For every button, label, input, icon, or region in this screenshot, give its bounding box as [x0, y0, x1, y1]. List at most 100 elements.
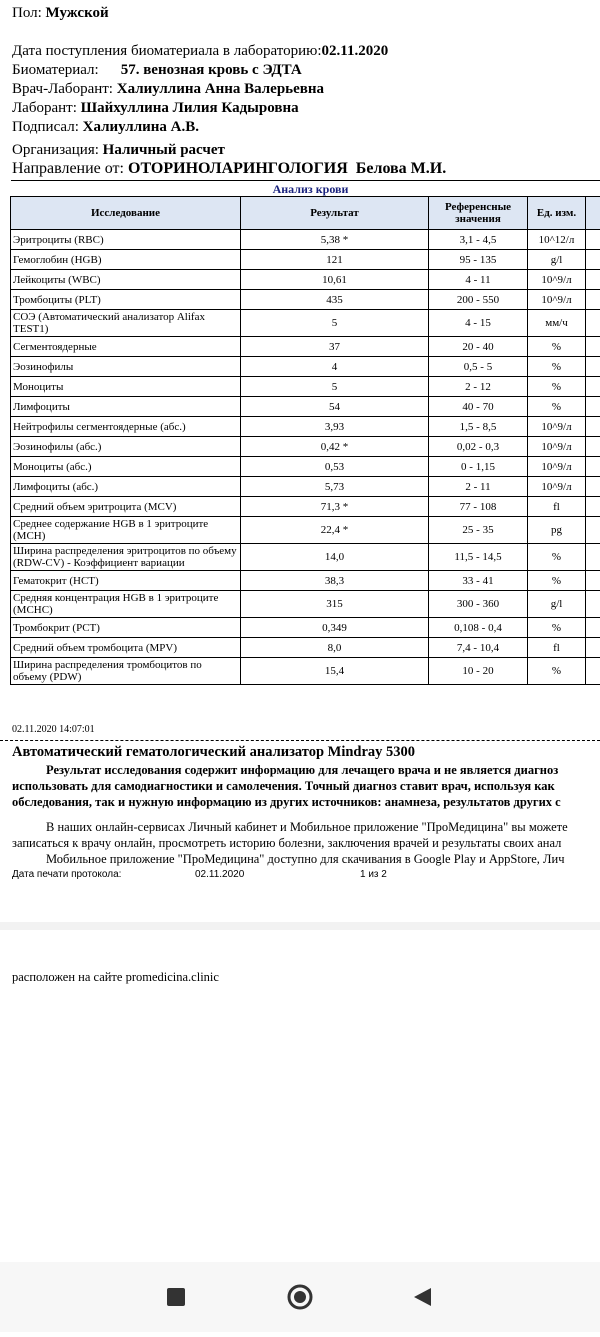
test-name: Средний объем эритроцита (MCV)	[11, 497, 241, 517]
result: 315	[241, 591, 429, 618]
empty-cell	[586, 638, 600, 658]
empty-cell	[586, 250, 600, 270]
empty-cell	[586, 477, 600, 497]
label: Организация:	[12, 142, 99, 158]
unit: %	[528, 544, 586, 571]
test-name: Эозинофилы	[11, 357, 241, 377]
info-line: В наших онлайн-сервисах Личный кабинет и…	[12, 819, 568, 835]
test-name: Сегментоядерные	[11, 337, 241, 357]
empty-cell	[586, 290, 600, 310]
reference: 7,4 - 10,4	[429, 638, 528, 658]
empty-cell	[586, 397, 600, 417]
home-dot	[294, 1291, 306, 1303]
test-name: Ширина распределения эритроцитов по объе…	[11, 544, 241, 571]
value: Халиуллина А.В.	[83, 119, 199, 135]
empty-cell	[586, 497, 600, 517]
result: 37	[241, 337, 429, 357]
unit: fl	[528, 638, 586, 658]
value: 57. венозная кровь с ЭДТА	[121, 62, 302, 78]
result: 71,3 *	[241, 497, 429, 517]
test-name: Лимфоциты	[11, 397, 241, 417]
result-row: СОЭ (Автоматический анализатор Alifax TE…	[11, 310, 600, 337]
result: 0,53	[241, 457, 429, 477]
label: Биоматериал:	[12, 62, 99, 78]
test-name: Гематокрит (HCT)	[11, 571, 241, 591]
unit: %	[528, 658, 586, 685]
nav-icons	[0, 1262, 600, 1332]
value: 02.11.2020	[322, 43, 389, 59]
result-row: Среднее содержание HGB в 1 эритроците (M…	[11, 517, 600, 544]
unit: 10^12/л	[528, 230, 586, 250]
back-button[interactable]	[414, 1288, 431, 1306]
analyzer-heading: Автоматический гематологический анализат…	[12, 743, 415, 761]
empty-cell	[586, 417, 600, 437]
test-name: Лейкоциты (WBC)	[11, 270, 241, 290]
column-header: Референсные значения	[429, 197, 528, 230]
empty-cell	[586, 658, 600, 685]
sex-row: Пол: Мужской	[12, 4, 109, 22]
test-name: Нейтрофилы сегментоядерные (абс.)	[11, 417, 241, 437]
result: 4	[241, 357, 429, 377]
reference: 300 - 360	[429, 591, 528, 618]
info-line: записаться к врачу онлайн, просмотреть и…	[12, 835, 561, 851]
result: 3,93	[241, 417, 429, 437]
table-title: Анализ крови	[11, 181, 600, 197]
lab-row: Лаборант: Шайхуллина Лилия Кадыровна	[12, 99, 299, 117]
unit: 10^9/л	[528, 457, 586, 477]
test-name: Средний объем тромбоцита (MPV)	[11, 638, 241, 658]
result: 121	[241, 250, 429, 270]
print-date: 02.11.2020	[195, 869, 244, 880]
test-name: Ширина распределения тромбоцитов по объе…	[11, 658, 241, 685]
empty-cell	[586, 270, 600, 290]
reference: 95 - 135	[429, 250, 528, 270]
value: Мужской	[46, 5, 109, 21]
test-name: Эритроциты (RBC)	[11, 230, 241, 250]
unit: %	[528, 337, 586, 357]
recents-button[interactable]	[167, 1288, 185, 1306]
reference: 4 - 15	[429, 310, 528, 337]
timestamp: 02.11.2020 14:07:01	[12, 724, 95, 735]
result: 5	[241, 377, 429, 397]
org-row: Организация: Наличный расчет	[12, 141, 225, 159]
empty-cell	[586, 457, 600, 477]
referral-row: Направление от: ОТОРИНОЛАРИНГОЛОГИЯ Бело…	[12, 160, 446, 178]
result: 0,349	[241, 618, 429, 638]
label: Направление от:	[12, 160, 124, 177]
reference: 200 - 550	[429, 290, 528, 310]
unit: мм/ч	[528, 310, 586, 337]
column-header: Ед. изм.	[528, 197, 586, 230]
empty-cell	[586, 377, 600, 397]
reference: 40 - 70	[429, 397, 528, 417]
label: Лаборант:	[12, 100, 77, 116]
test-name: Лимфоциты (абс.)	[11, 477, 241, 497]
unit: 10^9/л	[528, 270, 586, 290]
unit: g/l	[528, 591, 586, 618]
info-line: Мобильное приложение "ПроМедицина" досту…	[12, 851, 565, 867]
reference: 10 - 20	[429, 658, 528, 685]
label: Врач-Лаборант:	[12, 81, 113, 97]
test-name: Эозинофилы (абс.)	[11, 437, 241, 457]
empty-cell	[586, 230, 600, 250]
test-name: Гемоглобин (HGB)	[11, 250, 241, 270]
unit: pg	[528, 517, 586, 544]
label: Пол:	[12, 5, 42, 21]
unit: g/l	[528, 250, 586, 270]
empty-cell	[586, 544, 600, 571]
empty-cell	[586, 591, 600, 618]
result-row: Средний объем эритроцита (MCV)71,3 *77 -…	[11, 497, 600, 517]
value: ОТОРИНОЛАРИНГОЛОГИЯ Белова М.И.	[128, 160, 446, 177]
reference: 0,02 - 0,3	[429, 437, 528, 457]
signed-row: Подписал: Халиуллина А.В.	[12, 118, 199, 136]
test-name: СОЭ (Автоматический анализатор Alifax TE…	[11, 310, 241, 337]
